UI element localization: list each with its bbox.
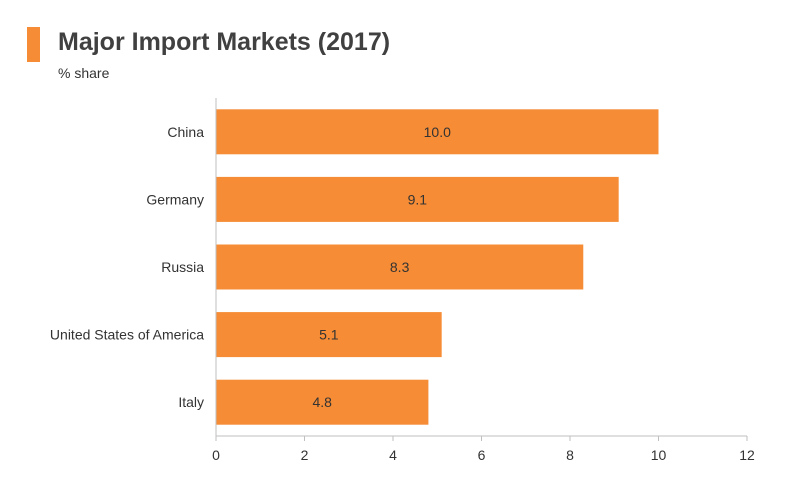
chart-subtitle: % share: [58, 65, 110, 81]
data-label-0: 10.0: [424, 124, 451, 140]
bar-3: [216, 312, 442, 358]
x-tick-label-4: 8: [566, 447, 574, 463]
title-accent-bar: [27, 27, 40, 62]
bar-4: [216, 379, 429, 425]
category-label-0: China: [167, 124, 204, 140]
category-label-3: United States of America: [50, 327, 204, 343]
category-label-4: Italy: [178, 394, 204, 410]
data-label-3: 5.1: [319, 327, 339, 343]
category-label-1: Germany: [146, 191, 204, 207]
bar-0: [216, 109, 659, 155]
bar-1: [216, 176, 619, 222]
data-label-1: 9.1: [408, 191, 428, 207]
x-tick-label-0: 0: [212, 447, 220, 463]
chart-title: Major Import Markets (2017): [58, 28, 391, 56]
bar-2: [216, 244, 584, 290]
x-tick-label-1: 2: [301, 447, 309, 463]
x-tick-label-6: 12: [739, 447, 755, 463]
x-tick-label-2: 4: [389, 447, 397, 463]
category-label-2: Russia: [161, 259, 204, 275]
data-label-2: 8.3: [390, 259, 410, 275]
x-tick-label-3: 6: [478, 447, 486, 463]
data-label-4: 4.8: [312, 394, 332, 410]
x-tick-label-5: 10: [651, 447, 667, 463]
